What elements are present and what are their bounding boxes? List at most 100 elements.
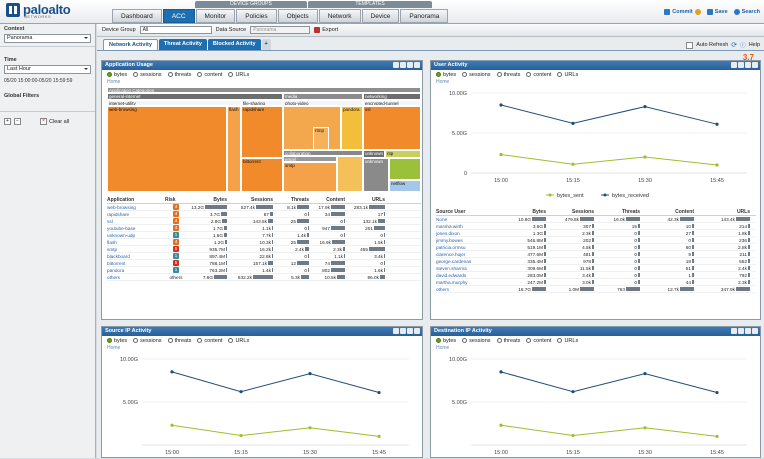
treemap-general-internet[interactable]: general-internet — [107, 93, 283, 100]
data-point-bytes_received[interactable] — [377, 390, 381, 395]
save-button[interactable]: Save — [706, 9, 728, 15]
app-name[interactable]: web-browsing — [107, 204, 136, 210]
data-point-bytes_received[interactable] — [571, 390, 575, 394]
user-name[interactable]: steven.sharma — [436, 265, 467, 271]
treemap-media-cell[interactable] — [283, 106, 341, 150]
table-row[interactable]: smtp 5 935.7M 16.2k 2.4k 2.3k 455 — [107, 246, 421, 253]
app-name[interactable]: blackboard — [107, 253, 130, 259]
app-name[interactable]: rapidshare — [107, 211, 130, 217]
table-row[interactable]: blackboard 1 897.4M 22.8k 0 1.1k 3.4k — [107, 253, 421, 260]
table-row[interactable]: others 16.7G 1.0M 763 12.7k 347.9k — [436, 286, 756, 293]
treemap-photo-video[interactable]: photo-video — [283, 100, 363, 106]
treemap-email[interactable]: email — [283, 156, 337, 162]
maximize-icon[interactable] — [407, 62, 413, 68]
filter-icon[interactable] — [400, 328, 406, 334]
radio-bytes[interactable]: bytes — [436, 72, 456, 78]
table-row[interactable]: jimmy.bowes 546.8M 202 0 0 236 — [436, 237, 756, 244]
table-row[interactable]: ssl 4 2.8G 143.5k 25 0 132.1k — [107, 218, 421, 225]
radio-content[interactable]: content — [197, 72, 222, 78]
help-link[interactable]: Help — [748, 42, 760, 48]
treemap-collab-cell[interactable] — [337, 156, 363, 192]
treemap-collaboration[interactable]: collaboration — [283, 150, 363, 156]
user-name[interactable]: david.edwards — [436, 272, 467, 278]
table-row[interactable]: others others 7.6G 632.2k 5.3k 10.5k 86.0k — [107, 274, 421, 281]
commit-button[interactable]: Commit — [664, 9, 701, 15]
app-name[interactable]: smtp — [107, 246, 118, 252]
radio-bytes[interactable]: bytes — [107, 72, 127, 78]
user-name[interactable]: others — [436, 286, 450, 292]
export-widget-icon[interactable] — [731, 62, 737, 68]
context-select[interactable]: Panorama — [4, 34, 91, 43]
col-header-bytes[interactable]: Bytes — [532, 209, 546, 215]
radio-threats[interactable]: threats — [167, 72, 191, 78]
home-link[interactable]: Home — [436, 79, 450, 85]
data-point-bytes_sent[interactable] — [308, 426, 312, 430]
data-point-bytes_received[interactable] — [239, 390, 243, 394]
radio-sessions[interactable]: sessions — [133, 338, 162, 344]
data-point-bytes_sent[interactable] — [170, 423, 174, 427]
data-point-bytes_received[interactable] — [715, 122, 719, 126]
data-point-bytes_sent[interactable] — [715, 434, 719, 438]
home-link[interactable]: Home — [107, 79, 121, 85]
radio-content[interactable]: content — [526, 338, 551, 344]
table-row[interactable]: youtube-base 4 1.7G 1.1k 0 947 201 — [107, 225, 421, 232]
tab-objects[interactable]: Objects — [277, 9, 318, 23]
search-button[interactable]: Search — [733, 9, 760, 15]
radio-bytes[interactable]: bytes — [107, 338, 127, 344]
maximize-icon[interactable] — [745, 62, 751, 68]
radio-sessions[interactable]: sessions — [462, 72, 491, 78]
col-header-sessions[interactable]: Sessions — [251, 197, 273, 203]
data-point-bytes_received[interactable] — [499, 103, 503, 107]
table-row[interactable]: martha.murphy 247.2M 3.0k 0 44 2.3k — [436, 279, 756, 286]
data-point-bytes_received[interactable] — [571, 121, 575, 125]
treemap-green-cell[interactable] — [389, 158, 421, 180]
col-header-threats[interactable]: Threats — [621, 209, 640, 215]
app-name[interactable]: others — [107, 274, 121, 280]
table-row[interactable]: jones.dixon 1.3G 2.3k 0 27 1.8k — [436, 230, 756, 237]
treemap-root[interactable]: Application Categories — [107, 87, 421, 93]
tab-network[interactable]: Network — [318, 9, 361, 23]
user-name[interactable]: patricia.ormsu — [436, 244, 466, 250]
col-header-urls[interactable]: URLs — [371, 197, 385, 203]
treemap-bittorrent[interactable]: bittorrent — [241, 158, 283, 192]
home-link[interactable]: Home — [436, 345, 450, 351]
radio-urls[interactable]: URLs — [228, 338, 249, 344]
data-point-bytes_received[interactable] — [170, 370, 174, 374]
data-point-bytes_received[interactable] — [643, 105, 647, 109]
treemap-flash[interactable]: flash — [227, 106, 241, 192]
home-link[interactable]: Home — [107, 345, 121, 351]
table-row[interactable]: None 10.8G 479.8k 16.0k 42.3k 143.4k — [436, 216, 756, 223]
radio-threats[interactable]: threats — [167, 338, 191, 344]
treemap-ntp[interactable]: ntp — [385, 150, 421, 158]
close-icon[interactable] — [414, 328, 420, 334]
data-point-bytes_sent[interactable] — [499, 423, 503, 427]
treemap-web-browsing[interactable]: web-browsing — [107, 106, 227, 192]
device-group-select[interactable]: All — [139, 26, 212, 34]
radio-bytes[interactable]: bytes — [436, 338, 456, 344]
data-source-select[interactable]: Panorama — [250, 26, 311, 34]
treemap-smtp[interactable]: smtp — [283, 162, 337, 192]
radio-content[interactable]: content — [197, 338, 222, 344]
treemap-media[interactable]: media — [283, 93, 363, 100]
col-header-risk[interactable]: Risk — [165, 197, 176, 203]
treemap-unknown[interactable]: unknown — [363, 158, 389, 192]
close-icon[interactable] — [414, 62, 420, 68]
app-name[interactable]: unknown-udp — [107, 232, 136, 238]
col-header-urls[interactable]: URLs — [736, 209, 750, 215]
user-name[interactable]: martha.murphy — [436, 279, 468, 285]
user-name[interactable]: marsha.wirth — [436, 223, 463, 229]
add-filter-icon[interactable]: + — [4, 118, 11, 125]
treemap-rapidshare[interactable]: rapidshare — [241, 106, 283, 158]
data-point-bytes_sent[interactable] — [239, 433, 243, 438]
auto-refresh-checkbox[interactable] — [686, 41, 694, 49]
help-icon[interactable]: ⓘ — [740, 43, 746, 49]
col-header-source-user[interactable]: Source User — [436, 209, 466, 215]
treemap-networking[interactable]: networking — [363, 93, 421, 100]
time-select[interactable]: Last Hour — [4, 65, 91, 74]
export-button[interactable]: Export — [314, 27, 338, 33]
table-row[interactable]: unknown-udp 1 1.6G 7.7k 1.4k 0 0 — [107, 232, 421, 239]
treemap-netflow[interactable]: netflow — [389, 180, 421, 192]
table-row[interactable]: patricia.ormsu 519.1M 4.5k 0 60 2.8k — [436, 244, 756, 251]
data-point-bytes_received[interactable] — [715, 390, 719, 395]
legend-label[interactable]: bytes_sent — [557, 193, 584, 199]
